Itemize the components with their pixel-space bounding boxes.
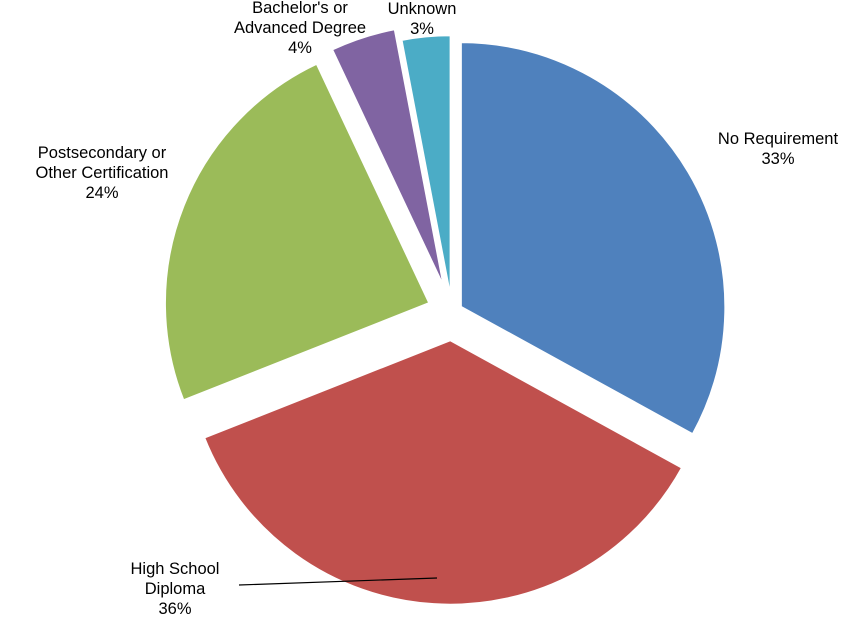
- pie-slice-high-school-diploma: [202, 338, 684, 607]
- pie-slice-no-requirement: [459, 40, 727, 436]
- pie-slice-bachelor-s-or-advanced-degree: [330, 27, 446, 291]
- pie-slices: [163, 27, 727, 607]
- pie-slice-postsecondary-or-other-certification: [163, 62, 431, 402]
- pie-category-label: Advanced Degree: [234, 19, 366, 37]
- pie-label-high-school-diploma: High School Diploma 36%: [131, 560, 220, 618]
- pie-slice-unknown: [399, 33, 453, 302]
- leader-line-high-school-diploma: [238, 577, 438, 586]
- pie-percent-label: 3%: [410, 20, 434, 38]
- pie-label-bachelor-s-or-advanced-degree: Bachelor's or Advanced Degree 4%: [234, 0, 366, 57]
- pie-category-label: No Requirement: [718, 130, 839, 148]
- pie-category-label: High School: [131, 560, 220, 578]
- pie-label-no-requirement: No Requirement 33%: [718, 130, 839, 168]
- pie-percent-label: 4%: [288, 39, 312, 57]
- pie-category-label: Diploma: [145, 580, 206, 598]
- pie-percent-label: 36%: [158, 600, 191, 618]
- pie-percent-label: 33%: [761, 150, 794, 168]
- pie-category-label: Bachelor's or: [252, 0, 348, 17]
- pie-category-label: Unknown: [388, 0, 457, 18]
- pie-percent-label: 24%: [85, 184, 118, 202]
- pie-category-label: Postsecondary or: [38, 144, 167, 162]
- pie-category-label: Other Certification: [36, 164, 169, 182]
- pie-label-unknown: Unknown 3%: [388, 0, 457, 38]
- pie-label-postsecondary-or-other-certification: Postsecondary or Other Certification 24%: [36, 144, 169, 202]
- pie-labels: No Requirement 33% High School Diploma 36% Po…: [36, 0, 839, 618]
